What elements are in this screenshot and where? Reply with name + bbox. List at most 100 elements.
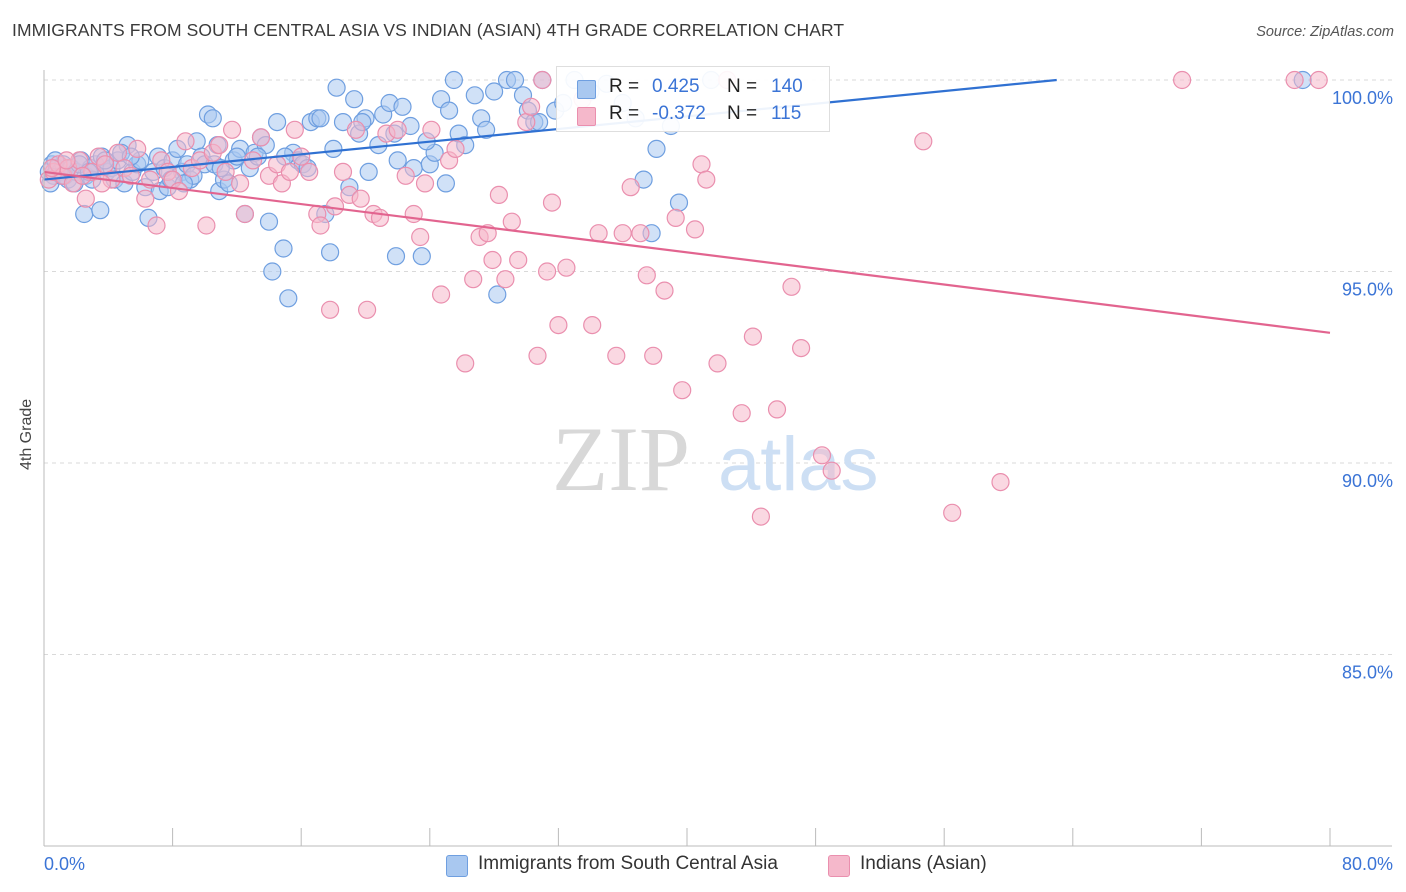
point-indian-asian [176, 132, 195, 151]
point-indian-asian [325, 197, 345, 216]
point-south-central-asia [669, 193, 689, 212]
point-indian-asian [743, 327, 763, 346]
series-swatch-blue [446, 855, 468, 877]
legend-n-label: N = [727, 76, 758, 97]
point-indian-asian [333, 162, 353, 181]
stats-legend-row-1: R = 0.425 N = 140 [557, 73, 829, 103]
series-legend-label: Immigrants from South Central Asia [478, 853, 778, 874]
point-south-central-asia [359, 162, 378, 181]
point-south-central-asia [311, 109, 330, 128]
point-indian-asian [542, 193, 562, 212]
point-south-central-asia [263, 262, 282, 281]
point-indian-asian [169, 182, 189, 201]
y-axis-label: 4th Grade [18, 398, 35, 470]
point-indian-asian [751, 507, 771, 526]
legend-swatch-pink [577, 107, 596, 126]
point-indian-asian [496, 270, 515, 289]
point-indian-asian [732, 404, 751, 423]
point-south-central-asia [465, 86, 484, 105]
point-south-central-asia [647, 139, 666, 158]
point-indian-asian [666, 208, 685, 227]
series-legend: Immigrants from South Central Asia India… [0, 852, 1406, 878]
point-south-central-asia [268, 112, 287, 132]
point-indian-asian [943, 503, 962, 522]
watermark-zip: ZIP [552, 408, 690, 510]
point-indian-asian [1172, 70, 1192, 90]
legend-r-label: R = [609, 103, 640, 124]
point-indian-asian [822, 461, 841, 480]
point-indian-asian [1309, 70, 1328, 90]
legend-swatch-blue [577, 80, 596, 99]
legend-n-value: 140 [771, 76, 803, 97]
point-indian-asian [321, 300, 340, 319]
point-south-central-asia [444, 70, 463, 90]
point-indian-asian [537, 262, 557, 281]
point-indian-asian [557, 258, 576, 277]
point-indian-asian [644, 346, 663, 365]
point-indian-asian [489, 185, 508, 204]
point-south-central-asia [505, 70, 525, 90]
point-south-central-asia [91, 201, 110, 220]
point-indian-asian [422, 120, 441, 139]
point-indian-asian [692, 155, 711, 174]
point-indian-asian [446, 139, 465, 158]
point-indian-asian [464, 270, 483, 289]
point-south-central-asia [386, 247, 406, 266]
point-indian-asian [812, 446, 832, 465]
stats-legend: R = 0.425 N = 140 R = -0.372 N = 115 [556, 66, 830, 132]
trend-line-indian-asian [43, 170, 1331, 334]
point-indian-asian [285, 120, 304, 139]
point-indian-asian [637, 266, 656, 285]
legend-r-value: 0.425 [652, 76, 700, 97]
point-indian-asian [914, 132, 933, 151]
y-tick-label: 90.0% [1342, 471, 1393, 491]
point-indian-asian [1285, 70, 1304, 90]
point-indian-asian [791, 339, 811, 358]
point-south-central-asia [274, 239, 293, 258]
point-indian-asian [456, 354, 475, 373]
point-indian-asian [697, 170, 716, 189]
point-south-central-asia [440, 101, 459, 120]
point-indian-asian [223, 120, 242, 139]
point-indian-asian [549, 316, 568, 335]
axes: 100.0% 95.0% 90.0% 85.0% 0.0% 80.0% [43, 70, 1393, 874]
point-indian-asian [415, 174, 435, 193]
points [39, 70, 1328, 526]
point-south-central-asia [477, 120, 496, 139]
point-south-central-asia [75, 204, 94, 224]
series-legend-label: Indians (Asian) [860, 853, 987, 874]
point-indian-asian [991, 473, 1010, 492]
point-indian-asian [502, 212, 521, 231]
point-indian-asian [210, 136, 229, 155]
point-indian-asian [621, 178, 640, 197]
point-indian-asian [411, 227, 430, 247]
point-indian-asian [583, 316, 602, 335]
point-south-central-asia [412, 247, 431, 266]
point-indian-asian [57, 151, 76, 170]
point-indian-asian [300, 162, 319, 181]
point-indian-asian [782, 277, 801, 296]
point-indian-asian [533, 70, 552, 90]
point-indian-asian [231, 174, 250, 193]
point-indian-asian [767, 400, 787, 419]
point-indian-asian [432, 285, 451, 304]
point-indian-asian [370, 208, 390, 227]
point-south-central-asia [327, 78, 346, 97]
point-south-central-asia [279, 289, 298, 308]
legend-r-label: R = [609, 76, 640, 97]
point-south-central-asia [488, 285, 507, 304]
point-indian-asian [589, 224, 608, 243]
point-indian-asian [396, 166, 415, 185]
source-label: Source: ZipAtlas.com [1256, 24, 1394, 40]
point-indian-asian [251, 128, 271, 147]
legend-r-value: -0.372 [652, 103, 706, 124]
watermark-atlas: atlas [718, 422, 879, 507]
point-indian-asian [147, 216, 166, 235]
point-indian-asian [346, 120, 365, 139]
point-south-central-asia [485, 82, 504, 101]
point-indian-asian [76, 189, 95, 208]
x-tick-label: 80.0% [1342, 854, 1393, 874]
point-indian-asian [351, 189, 370, 208]
point-south-central-asia [436, 174, 455, 193]
